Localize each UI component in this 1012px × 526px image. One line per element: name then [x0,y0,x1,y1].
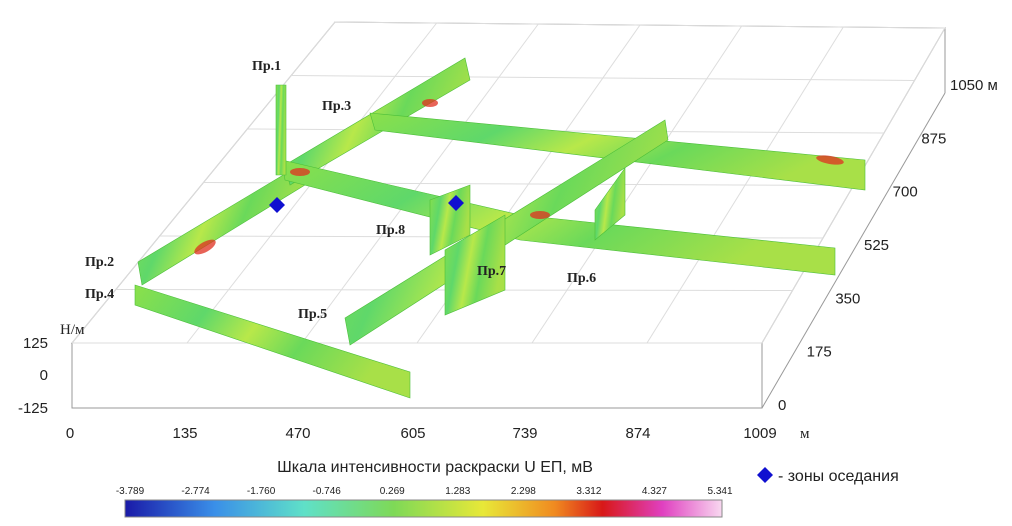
subsidence-marker [448,195,464,211]
x-tick-label: 470 [285,425,310,442]
anomaly [422,99,438,107]
colorbar-tick-label: -0.746 [312,486,341,497]
colorbar-tick-label: 0.269 [380,486,405,497]
colorbar-tick-label: 1.283 [445,486,470,497]
y-tick-label: 175 [807,344,832,361]
profile-label: Пр.5 [298,307,327,322]
y-tick-label: 350 [835,290,860,307]
profile-label: Пр.2 [85,255,114,270]
anomaly [194,239,216,255]
anomalies [194,99,844,255]
legend-label: - зоны оседания [778,468,899,485]
legend-marker [757,467,773,483]
x-tick-label: 0 [66,425,74,442]
colorbar-tick-label: -3.789 [116,486,145,497]
h-tick-label: -125 [18,400,48,417]
x-tick-label: 605 [400,425,425,442]
front-face [71,343,763,409]
colorbar-tick-label: 3.312 [576,486,601,497]
y-tick-label: 1050 м [950,77,998,94]
y-tick-label: 0 [778,397,786,414]
colorbar [124,499,723,518]
colorbar-title: Шкала интенсивности раскраски U ЕП, мВ [277,459,593,476]
grid-line [334,21,946,29]
colorbar-tick-label: 5.341 [707,486,732,497]
x-axis-unit: м [800,426,810,442]
profile-strip [344,119,669,346]
anomaly [816,155,844,165]
y-tick-label: 525 [864,237,889,254]
h-tick-label: 125 [23,335,48,352]
anomaly [530,211,550,219]
profile-label: Пр.8 [376,223,405,238]
x-tick-label: 874 [625,425,650,442]
profiles [134,57,866,399]
colorbar-tick-label: 4.327 [642,486,667,497]
colorbar-tick-label: 2.298 [511,486,536,497]
h-tick-label: 0 [40,367,48,384]
profile-strip [594,167,626,241]
subsidence-marker [269,197,285,213]
markers [269,195,773,483]
side-edge [761,92,946,409]
colorbar-tick-label: -2.774 [181,486,210,497]
profile-label: Пр.3 [322,99,351,114]
grid-line [291,75,915,81]
x-tick-label: 1009 [743,425,776,442]
profile-label: Пр.6 [567,271,596,286]
profile-label: Пр.1 [252,59,281,74]
y-tick-label: 700 [893,184,918,201]
y-tick-label: 875 [921,130,946,147]
colorbar-tick-label: -1.760 [247,486,276,497]
profile-strip [444,214,506,316]
x-tick-label: 135 [172,425,197,442]
profile-strip [134,284,411,399]
profile-strip [275,84,287,176]
h-axis-label: Н/м [60,322,85,338]
anomaly [290,168,310,176]
x-tick-label: 739 [512,425,537,442]
profile-label: Пр.4 [85,287,114,302]
profile-label: Пр.7 [477,264,506,279]
